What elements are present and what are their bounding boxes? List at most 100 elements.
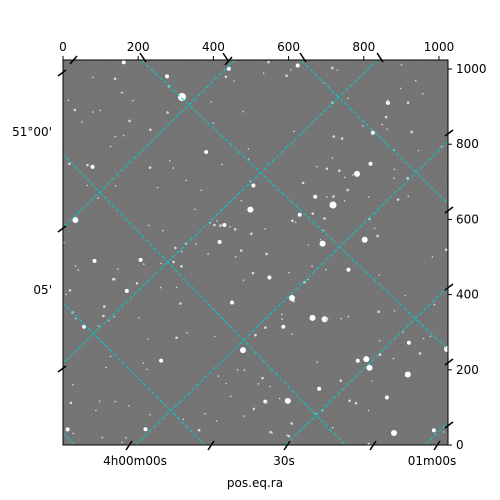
star xyxy=(301,181,305,185)
star xyxy=(340,317,343,320)
star xyxy=(264,401,268,404)
star xyxy=(234,255,237,258)
x-tick-label: 0 xyxy=(59,40,67,54)
star xyxy=(226,66,231,71)
star xyxy=(114,400,117,403)
star xyxy=(242,279,245,282)
star xyxy=(243,415,246,417)
star xyxy=(92,258,97,263)
star xyxy=(293,130,296,133)
star xyxy=(319,240,326,247)
star xyxy=(186,331,188,334)
star xyxy=(355,358,360,363)
star xyxy=(74,265,77,267)
star xyxy=(311,265,313,267)
star xyxy=(216,220,218,222)
star xyxy=(323,217,326,220)
star xyxy=(267,60,270,64)
star xyxy=(340,137,344,140)
star xyxy=(168,159,171,162)
star xyxy=(229,226,231,228)
star xyxy=(400,63,403,66)
y-tick-label: 0 xyxy=(456,438,464,452)
star xyxy=(433,303,436,306)
star xyxy=(399,87,402,90)
star xyxy=(406,101,410,104)
ra-tick-label-1: 4h00m00s xyxy=(103,454,167,468)
grid-line xyxy=(135,140,448,445)
plot-frame xyxy=(62,59,449,446)
star xyxy=(344,176,346,179)
star xyxy=(347,97,349,100)
star xyxy=(73,108,77,112)
x-tick-label: 400 xyxy=(202,40,225,54)
star xyxy=(166,111,169,114)
star xyxy=(180,250,183,253)
star xyxy=(90,164,95,169)
star xyxy=(77,269,80,272)
star xyxy=(307,244,310,246)
star xyxy=(252,407,256,411)
star xyxy=(367,442,371,445)
y-tick-label: 800 xyxy=(456,137,479,151)
star xyxy=(269,385,272,388)
star xyxy=(257,383,260,385)
bright-star xyxy=(289,295,295,301)
star xyxy=(319,239,322,241)
star xyxy=(331,426,334,429)
star xyxy=(207,253,209,255)
dec-tick-label-2: 05' xyxy=(33,283,52,297)
star xyxy=(325,167,329,171)
bright-star xyxy=(444,346,448,352)
star xyxy=(65,293,67,296)
star xyxy=(72,383,74,386)
star xyxy=(331,157,334,159)
star xyxy=(122,134,125,137)
star xyxy=(404,371,411,378)
star xyxy=(135,282,139,285)
star xyxy=(113,315,115,318)
grid-line xyxy=(299,60,448,205)
star xyxy=(185,179,188,182)
star xyxy=(95,409,97,412)
grid-line xyxy=(63,153,346,445)
x-tick-label: 1000 xyxy=(424,40,455,54)
star xyxy=(313,194,318,199)
star xyxy=(243,369,246,372)
x-tick-label: 200 xyxy=(127,40,150,54)
star xyxy=(180,265,183,268)
star xyxy=(331,66,334,70)
star xyxy=(396,198,400,201)
star xyxy=(200,189,202,192)
x-tick-label: 600 xyxy=(277,40,300,54)
star xyxy=(407,195,410,198)
star xyxy=(387,99,389,102)
star xyxy=(410,130,414,134)
star xyxy=(194,208,196,211)
star xyxy=(69,401,73,405)
star xyxy=(101,436,104,439)
star xyxy=(146,368,148,371)
star xyxy=(72,217,79,223)
star xyxy=(325,268,327,271)
star xyxy=(224,75,228,79)
star xyxy=(112,277,116,281)
star xyxy=(175,336,178,340)
star xyxy=(352,174,354,176)
star xyxy=(366,364,373,371)
star xyxy=(215,420,218,422)
star xyxy=(354,401,358,405)
ra-tick-label-2: 30s xyxy=(273,454,295,468)
y-tick-label: 1000 xyxy=(456,62,487,76)
star xyxy=(444,248,448,251)
star xyxy=(338,169,341,172)
star xyxy=(65,427,70,432)
star xyxy=(326,196,328,198)
star xyxy=(373,227,376,230)
star xyxy=(288,271,290,274)
bright-star xyxy=(178,93,186,101)
star xyxy=(81,121,83,123)
star xyxy=(316,165,318,168)
x-tick-label: 800 xyxy=(352,40,375,54)
star xyxy=(98,400,101,402)
